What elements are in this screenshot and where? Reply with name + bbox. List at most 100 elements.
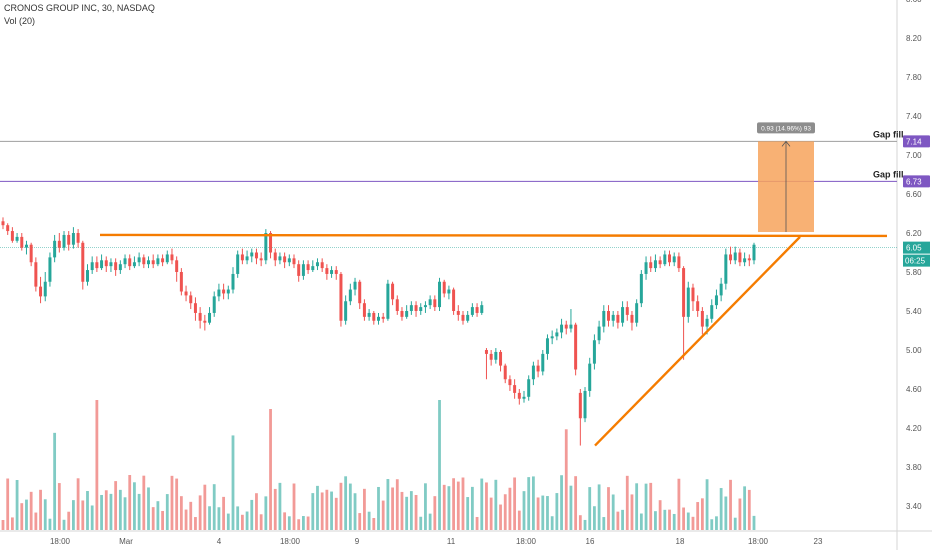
- candle-body: [273, 252, 277, 261]
- volume-bar: [330, 491, 333, 530]
- volume-bar: [677, 478, 681, 530]
- volume-bar: [489, 497, 493, 530]
- countdown-value: 06:25: [905, 257, 926, 266]
- volume-bar: [466, 497, 470, 530]
- candle-body: [719, 283, 723, 296]
- volume-bar: [569, 485, 573, 530]
- countdown-badge: [903, 254, 930, 267]
- candle-body: [226, 289, 230, 294]
- candle-body: [391, 283, 395, 300]
- candle-body: [15, 236, 19, 241]
- candle-body: [527, 379, 531, 397]
- time-tick-label: 18:00: [280, 537, 301, 546]
- volume-bar: [170, 475, 174, 530]
- candle-body: [128, 258, 132, 267]
- volume-bar: [137, 493, 141, 530]
- candle-body: [625, 307, 629, 315]
- candle-body: [456, 311, 460, 315]
- drawings[interactable]: 0.93 (14.96%) 93: [99, 122, 888, 447]
- time-tick-label: Mar: [119, 537, 133, 546]
- volume-bar: [658, 500, 662, 530]
- volume-bar: [729, 479, 732, 530]
- volume-bar: [400, 491, 404, 530]
- candle-body: [470, 307, 474, 315]
- candle-body: [217, 289, 221, 297]
- symbol-title[interactable]: CRONOS GROUP INC, 30, NASDAQ: [4, 3, 155, 13]
- volume-bar: [724, 496, 728, 530]
- volume-bar: [236, 506, 240, 530]
- volume-bar: [283, 512, 287, 530]
- volume-bar: [747, 489, 751, 530]
- candle-body: [269, 233, 273, 253]
- volume-bar: [738, 498, 742, 530]
- volume-bar: [536, 497, 540, 530]
- level-price-badge: [903, 135, 930, 148]
- candle-body: [484, 350, 488, 354]
- candle-body: [653, 260, 657, 269]
- volume-bar: [395, 479, 399, 530]
- candle-body: [386, 283, 390, 319]
- price-tick-label: 8.60: [906, 0, 922, 4]
- volume-bar: [142, 475, 146, 530]
- volume-bar: [574, 476, 578, 530]
- volume-bar: [81, 500, 85, 530]
- volume-bar: [43, 499, 47, 530]
- volume-bar: [104, 490, 108, 530]
- volume-bar: [358, 513, 362, 530]
- volume-bar: [405, 496, 409, 530]
- volume-bar: [297, 519, 301, 530]
- candle-body: [475, 307, 479, 313]
- volume-bar: [240, 514, 244, 530]
- candle-body: [10, 231, 14, 241]
- candle-body: [104, 260, 108, 267]
- volume-bar: [696, 502, 700, 530]
- candle-body: [29, 244, 33, 263]
- volume-bar: [62, 519, 66, 530]
- volume-bar: [414, 494, 418, 530]
- price-axis[interactable]: 8.60 8.20 7.80 7.40 7.00 6.60 6.20 5.80 5.40 5.00…: [906, 0, 922, 511]
- volume-bar: [639, 513, 643, 530]
- time-tick-label: 11: [447, 537, 456, 546]
- candle-body: [344, 301, 348, 321]
- volume-bar: [686, 512, 690, 530]
- candle-body: [428, 299, 432, 306]
- candle-body: [611, 314, 615, 321]
- price-tick-label: 5.00: [906, 346, 922, 355]
- candle-body: [710, 305, 714, 319]
- time-axis[interactable]: 18:00 Mar 4 18:00 9 11 18:00 16 18 18:00 23: [50, 537, 823, 546]
- price-tick-label: 8.20: [906, 34, 922, 43]
- candle-body: [184, 291, 188, 296]
- candle-body: [635, 303, 639, 323]
- candle-body: [405, 311, 409, 317]
- volume-bar: [334, 497, 338, 530]
- candle-body: [20, 236, 24, 248]
- resistance-trendline[interactable]: [99, 233, 888, 238]
- volume-bar: [381, 500, 385, 530]
- candle-body: [264, 233, 268, 261]
- volume-bar: [452, 478, 455, 530]
- volume-bar: [480, 478, 484, 530]
- volume-bar: [198, 495, 202, 530]
- candle-body: [522, 396, 526, 399]
- volume-bar: [203, 484, 207, 530]
- support-trendline[interactable]: [594, 236, 801, 447]
- volume-bar: [503, 494, 507, 530]
- volume-bar: [90, 505, 94, 530]
- candle-body: [578, 392, 582, 419]
- candle-body: [414, 305, 418, 311]
- volume-bar: [128, 475, 132, 530]
- candle-body: [541, 353, 545, 372]
- volume-bar: [409, 491, 413, 530]
- volume-bar: [649, 482, 653, 530]
- candle-body: [395, 299, 399, 311]
- volume-indicator-title[interactable]: Vol (20): [4, 16, 36, 26]
- candle-body: [109, 262, 113, 267]
- price-tick-label: 3.40: [906, 502, 922, 511]
- candle-body: [156, 258, 160, 265]
- candle-body: [334, 270, 338, 274]
- candle-body: [705, 318, 709, 327]
- volume-bar: [391, 487, 394, 530]
- volume-bar: [752, 515, 756, 530]
- candle-body: [517, 392, 521, 399]
